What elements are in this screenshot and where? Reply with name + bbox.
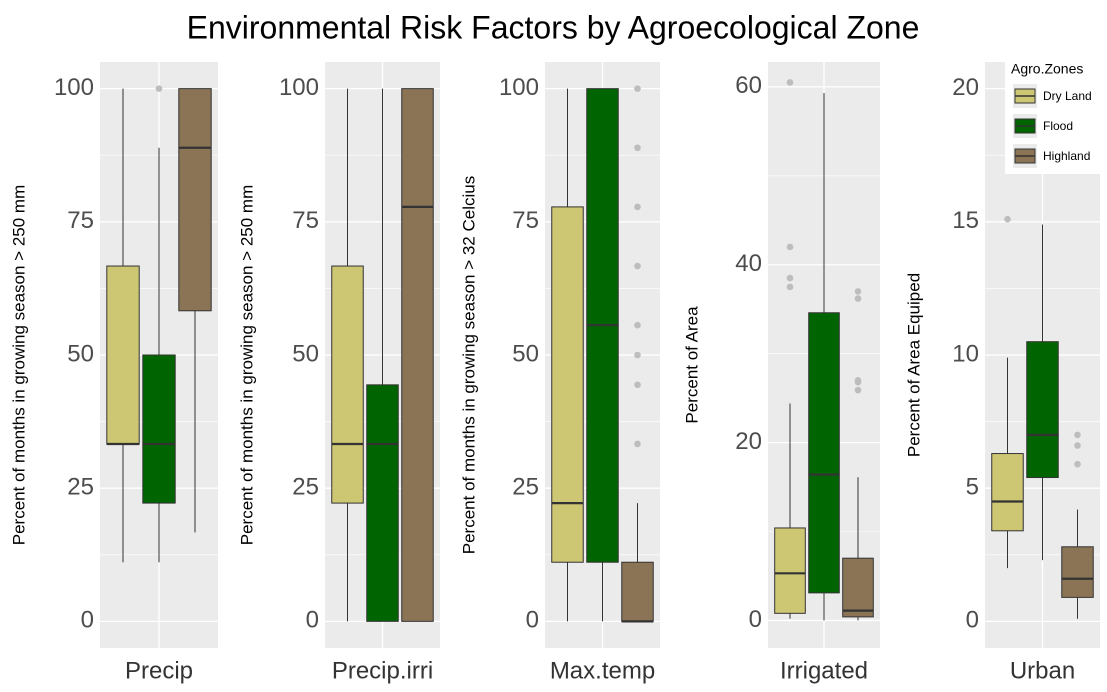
- y-tick-label: 0: [306, 607, 319, 634]
- y-tick-label: 0: [526, 607, 539, 634]
- outlier: [634, 85, 641, 92]
- box: [142, 354, 176, 504]
- outlier: [634, 203, 641, 211]
- box: [991, 453, 1024, 532]
- box: [774, 527, 806, 614]
- y-tick-label: 50: [67, 340, 94, 367]
- y-tick-label: 75: [292, 207, 319, 234]
- y-tick-label: 75: [512, 207, 539, 234]
- outlier: [854, 295, 862, 302]
- y-tick-label: 60: [735, 72, 762, 99]
- outlier: [786, 79, 794, 86]
- box: [551, 206, 584, 563]
- outlier: [786, 274, 794, 282]
- y-axis-label: Percent of Area Equiped: [904, 273, 923, 457]
- outlier: [786, 283, 794, 291]
- outlier: [786, 243, 794, 251]
- box: [366, 384, 399, 622]
- outlier: [854, 386, 862, 394]
- box: [842, 557, 874, 618]
- outlier: [1074, 442, 1081, 449]
- box: [1026, 341, 1059, 479]
- outlier: [1074, 431, 1081, 439]
- y-tick-label: 40: [735, 250, 762, 277]
- y-tick-label: 0: [966, 607, 979, 634]
- y-tick-label: 0: [81, 607, 94, 634]
- y-tick-label: 20: [952, 74, 979, 101]
- y-tick-label: 50: [292, 340, 319, 367]
- x-tick-label: Irrigated: [780, 657, 868, 684]
- y-tick-label: 5: [966, 474, 979, 501]
- y-tick-label: 10: [952, 340, 979, 367]
- box: [178, 88, 212, 312]
- y-axis-label: Percent of months in growing season > 32…: [459, 176, 478, 554]
- x-tick-label: Urban: [1010, 657, 1075, 684]
- y-tick-label: 25: [292, 474, 319, 501]
- outlier: [634, 440, 641, 448]
- box: [808, 312, 840, 594]
- outlier: [854, 288, 862, 295]
- outlier: [854, 378, 862, 386]
- box: [621, 561, 654, 622]
- box: [106, 265, 140, 445]
- y-tick-label: 100: [279, 74, 319, 101]
- legend-label: Flood: [1043, 119, 1073, 133]
- box: [331, 265, 364, 504]
- y-tick-label: 100: [499, 74, 539, 101]
- outlier: [634, 262, 641, 270]
- y-tick-label: 25: [512, 474, 539, 501]
- y-tick-label: 50: [512, 340, 539, 367]
- legend-label: Dry Land: [1043, 89, 1092, 103]
- y-tick-label: 0: [749, 606, 762, 633]
- outlier: [1074, 460, 1081, 468]
- outlier: [634, 144, 641, 152]
- box: [1061, 546, 1094, 598]
- y-axis-label: Percent of months in growing season > 25…: [237, 185, 256, 546]
- x-tick-label: Precip.irri: [332, 657, 433, 684]
- legend-title: Agro.Zones: [1011, 61, 1083, 77]
- y-tick-label: 20: [735, 428, 762, 455]
- y-tick-label: 25: [67, 474, 94, 501]
- x-tick-label: Precip: [125, 657, 193, 684]
- outlier: [155, 85, 163, 92]
- outlier: [634, 351, 641, 359]
- x-tick-label: Max.temp: [550, 657, 655, 684]
- y-tick-label: 15: [952, 207, 979, 234]
- outlier: [634, 321, 641, 329]
- y-tick-label: 75: [67, 207, 94, 234]
- y-axis-label: Percent of Area: [682, 306, 701, 424]
- box: [401, 88, 434, 622]
- legend-label: Highland: [1043, 149, 1090, 163]
- y-axis-label: Percent of months in growing season > 25…: [9, 185, 28, 546]
- chart-title: Environmental Risk Factors by Agroecolog…: [187, 9, 920, 45]
- y-tick-label: 100: [54, 74, 94, 101]
- outlier: [1004, 215, 1011, 223]
- outlier: [634, 381, 641, 389]
